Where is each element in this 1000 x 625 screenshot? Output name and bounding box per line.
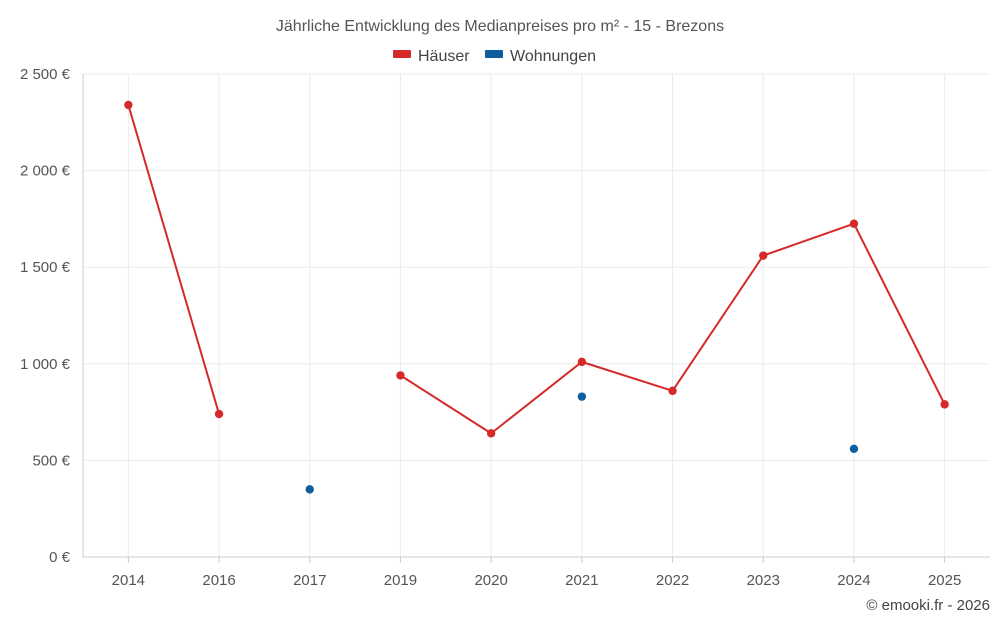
data-point-wohnungen[interactable] [849,444,859,454]
x-tick-label: 2021 [565,572,598,589]
x-tick-label: 2017 [293,572,326,589]
chart-title: Jährliche Entwicklung des Medianpreises … [276,18,724,35]
series-line-segment-haeuser [852,222,946,406]
series-wohnungen [305,392,859,494]
axes: 0 € 500 € 1 000 € 1 500 € 2 000 € 2 500 € 2014… [20,66,990,589]
y-tick-label: 1 000 € [20,356,71,373]
series-line-segment-haeuser [399,374,493,435]
series-line-segment-haeuser [580,360,674,392]
data-point-haeuser[interactable] [486,429,496,438]
series-haeuser [124,100,949,438]
legend-label-haeuser[interactable]: Häuser [418,48,470,65]
x-tick-label: 2024 [837,572,870,589]
x-tick-label: 2016 [202,572,235,589]
data-point-haeuser[interactable] [759,251,768,260]
series-line-segment-haeuser [490,360,583,435]
data-point-wohnungen[interactable] [305,485,314,494]
series [124,100,949,494]
grid [83,73,990,558]
y-tick-label: 1 500 € [20,259,71,276]
x-tick-label: 2019 [384,572,417,589]
x-tick-label: 2025 [928,572,961,589]
data-point-haeuser[interactable] [577,357,587,367]
x-tick-label: 2023 [747,572,780,589]
data-point-haeuser[interactable] [396,371,405,380]
data-point-haeuser[interactable] [214,409,224,419]
series-line-segment-haeuser [127,103,221,416]
y-tick-label: 2 000 € [20,163,71,180]
x-tick-label: 2022 [656,572,689,589]
legend-swatch-wohnungen[interactable] [485,50,503,58]
data-point-haeuser[interactable] [124,100,133,110]
x-tick-label: 2020 [474,572,507,589]
series-line-segment-haeuser [762,222,855,257]
credit-text: © emooki.fr - 2026 [866,597,990,614]
data-point-haeuser[interactable] [668,386,677,396]
data-point-haeuser[interactable] [849,219,859,228]
legend: Häuser Wohnungen [393,48,596,65]
y-tick-label: 2 500 € [20,66,71,83]
y-tick-label: 0 € [49,549,71,566]
series-line-segment-haeuser [671,254,765,392]
data-point-wohnungen[interactable] [577,392,587,401]
y-tick-label: 500 € [32,452,70,469]
legend-swatch-haeuser[interactable] [393,50,411,58]
legend-label-wohnungen[interactable]: Wohnungen [510,48,596,65]
data-point-haeuser[interactable] [940,400,949,409]
x-tick-label: 2014 [112,572,145,589]
